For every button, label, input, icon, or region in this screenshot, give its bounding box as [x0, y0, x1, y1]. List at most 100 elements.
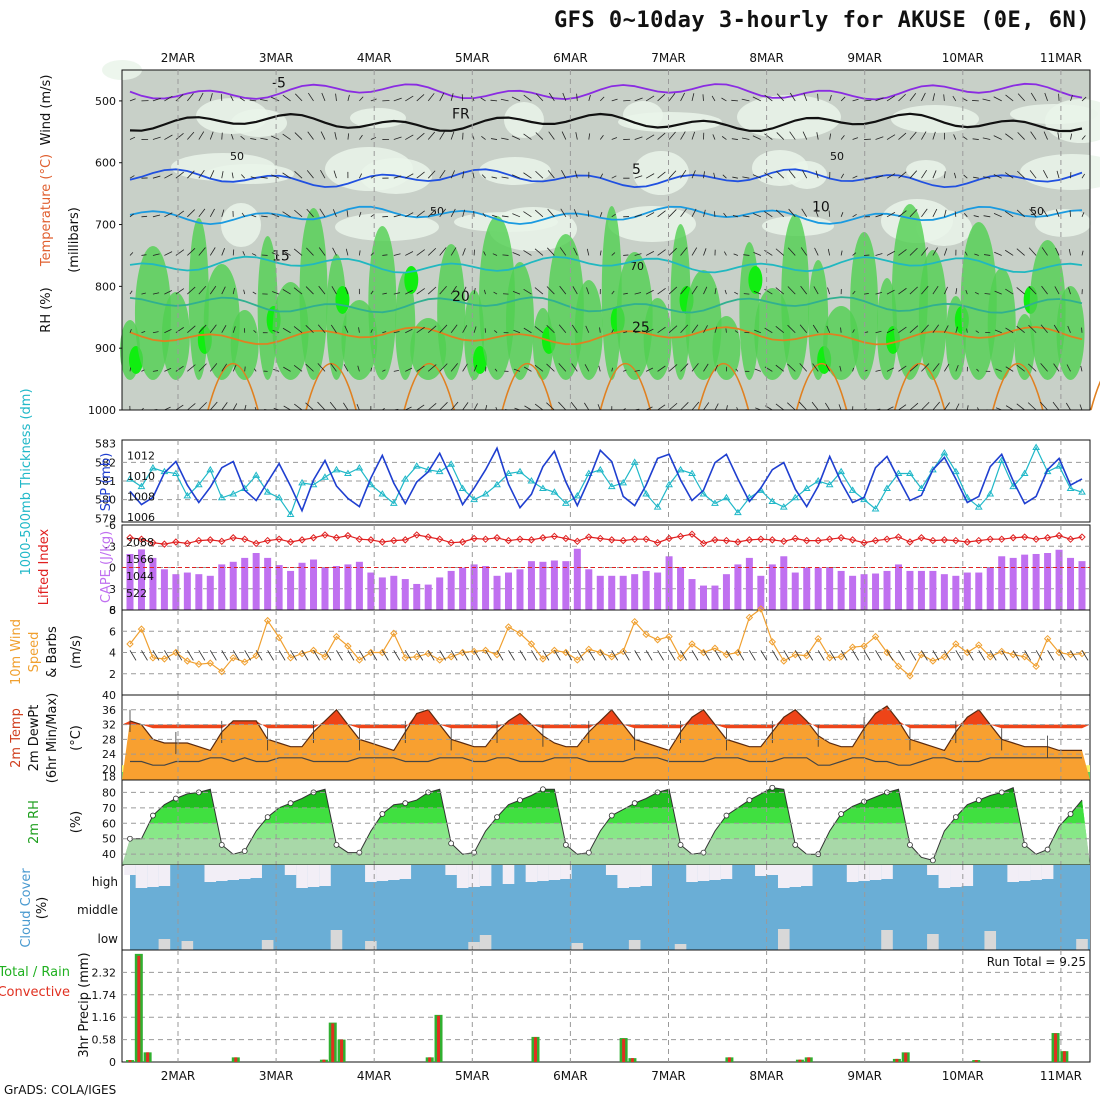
- precip-convective-bar: [895, 1058, 899, 1062]
- thickness-marker: [504, 469, 513, 477]
- rh-tick: 70: [102, 802, 116, 815]
- temp-tick: 18: [102, 770, 116, 783]
- thickness-marker: [584, 469, 593, 477]
- wind-barb: [175, 171, 184, 179]
- cloud-high-gap: [1030, 865, 1042, 880]
- wind-barb: [559, 247, 567, 256]
- wind-barb: [1040, 324, 1048, 333]
- cape-bar: [424, 584, 432, 610]
- cape-bar: [1032, 553, 1040, 610]
- wind-barb: [680, 131, 686, 140]
- wind-barb-10m: [737, 650, 745, 661]
- wind-barb: [370, 136, 377, 140]
- wind-speed-marker: [1078, 649, 1086, 658]
- wind-barb: [921, 131, 927, 140]
- wind-barb: [1005, 172, 1014, 179]
- cape-bar: [654, 572, 662, 610]
- cape-bar: [275, 565, 283, 610]
- wind-barb: [898, 171, 907, 179]
- wind-barb-10m: [313, 650, 320, 661]
- cloud-high-gap: [124, 865, 136, 875]
- thickness-marker: [734, 508, 742, 516]
- date-label-bottom: 11MAR: [1040, 1069, 1082, 1083]
- pressure-axis-label: (millibars): [67, 207, 82, 273]
- cape-bar: [264, 557, 272, 610]
- cape-bar: [298, 562, 306, 610]
- wind-barb: [703, 363, 709, 372]
- wind-barb: [439, 169, 446, 179]
- wind-barb: [634, 330, 641, 334]
- temperature-contour: [129, 255, 1083, 274]
- wind-barb: [825, 364, 831, 372]
- wind-barb: [599, 135, 604, 140]
- wind-barb: [1017, 170, 1025, 179]
- rh-marker: [287, 800, 294, 807]
- wind-barb: [198, 131, 205, 140]
- wind-barb: [1054, 286, 1060, 295]
- wind-barb: [1044, 92, 1048, 102]
- lifted-index-marker: [447, 539, 455, 547]
- wind-tick: 6: [109, 625, 116, 638]
- rh-band: [122, 787, 1090, 793]
- wind-barb: [546, 363, 555, 372]
- wind-barb: [547, 208, 555, 218]
- lifted-index-marker: [137, 535, 146, 543]
- wind-barb: [260, 176, 268, 179]
- wind-barb: [753, 252, 761, 256]
- date-label-top: 11MAR: [1040, 51, 1082, 65]
- cloud-high-gap: [1018, 865, 1031, 881]
- wind-barb: [776, 132, 785, 140]
- cape-bar: [745, 557, 753, 610]
- wind-barb: [561, 131, 567, 140]
- cloud-high-gap: [950, 865, 962, 887]
- cape-bar: [126, 553, 134, 610]
- wind-barb: [993, 174, 1002, 179]
- wind-barb: [187, 131, 195, 140]
- rh-saturated-patch: [335, 286, 350, 314]
- date-label-top: 6MAR: [553, 51, 588, 65]
- wind-barb: [370, 290, 374, 295]
- wind-speed-marker: [619, 647, 627, 656]
- wind-barb: [416, 365, 425, 372]
- wind-barb: [909, 325, 919, 334]
- wind-barb: [439, 131, 445, 140]
- wind-barb-10m: [381, 650, 389, 661]
- wind-barb-10m: [198, 650, 206, 661]
- wind-speed-marker: [481, 646, 490, 655]
- temperature-contour-label: 20: [452, 289, 470, 305]
- wind-barb: [175, 210, 185, 218]
- wind-barb: [473, 326, 477, 333]
- wind-speed-marker: [550, 646, 559, 655]
- wind-barb: [645, 134, 655, 140]
- cape-bar: [952, 575, 960, 610]
- date-label-bottom: 8MAR: [749, 1069, 784, 1083]
- date-label-bottom: 7MAR: [651, 1069, 686, 1083]
- surface-temperature-contour: [893, 363, 946, 411]
- wind-barb: [523, 327, 532, 334]
- wind-barb: [623, 254, 629, 256]
- wind-barb: [732, 176, 738, 179]
- wind-barb-10m: [164, 650, 171, 661]
- wind-barb: [332, 209, 337, 217]
- wind-barb: [787, 286, 796, 295]
- wind-barb: [164, 367, 172, 372]
- wind-barb: [1041, 285, 1048, 295]
- lifted-index-marker: [344, 531, 352, 540]
- date-label-top: 2MAR: [161, 51, 196, 65]
- lifted-index-marker: [252, 539, 260, 548]
- cloud-high-gap: [640, 865, 652, 886]
- wind-barb: [282, 211, 291, 218]
- wind-barb: [306, 170, 314, 179]
- thickness-marker: [527, 477, 536, 484]
- date-label-bottom: 4MAR: [357, 1069, 392, 1083]
- wind-barb-10m: [794, 650, 802, 661]
- wind-barb-10m: [714, 650, 722, 661]
- wind-barb-10m: [817, 650, 825, 661]
- wind-barb: [405, 134, 414, 140]
- wind-barb: [253, 330, 257, 334]
- wind-barb: [513, 329, 521, 334]
- wind-speed-marker: [206, 659, 214, 667]
- wind-speed-marker: [309, 646, 318, 655]
- wind-barb: [932, 247, 938, 256]
- wind-speed-marker: [929, 657, 937, 665]
